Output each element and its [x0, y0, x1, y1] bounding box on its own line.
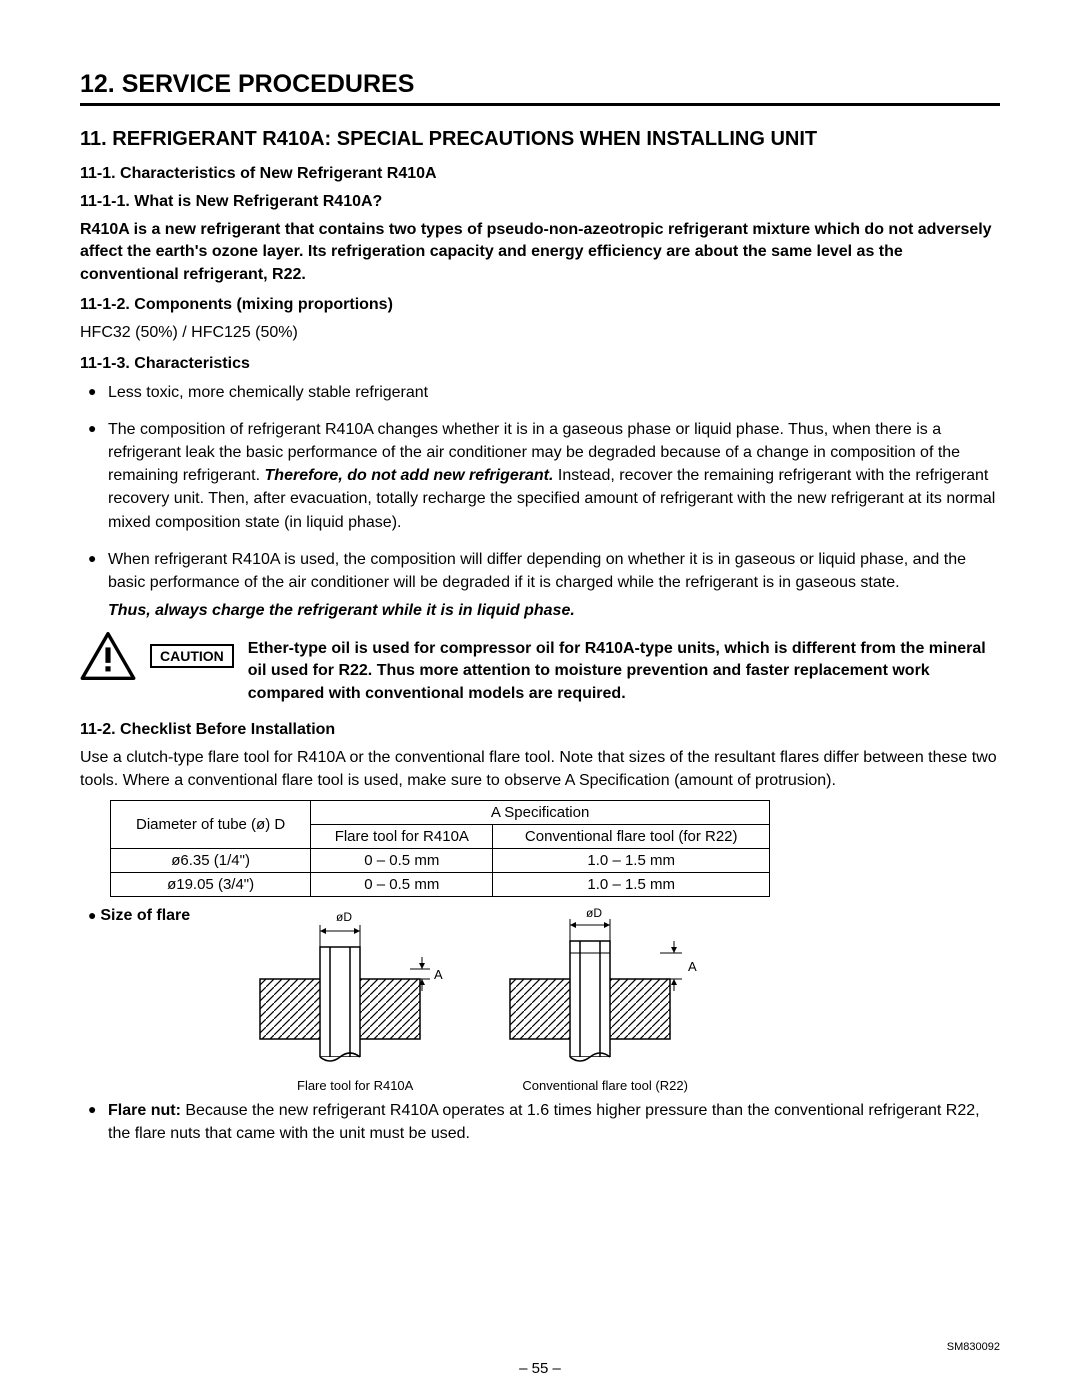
table-header-row-1: Diameter of tube (ø) D A Specification — [111, 801, 770, 825]
flare-diagram-conventional-svg: øD A — [500, 907, 710, 1067]
caution-text: Ether-type oil is used for compressor oi… — [248, 638, 1000, 705]
col-a-spec: A Specification — [311, 801, 770, 825]
flare-nut-label: Flare nut: — [108, 1102, 181, 1119]
col-conventional: Conventional flare tool (for R22) — [493, 825, 770, 849]
caution-triangle-icon — [80, 632, 136, 680]
chapter-title: 12. SERVICE PROCEDURES — [80, 70, 1000, 106]
label-od: øD — [336, 910, 352, 924]
bullet-2: The composition of refrigerant R410A cha… — [80, 418, 1000, 534]
diagram-conventional: øD A — [500, 907, 710, 1093]
table-row: ø6.35 (1/4") 0 – 0.5 mm 1.0 – 1.5 mm — [111, 849, 770, 873]
subsubsection-11-1-2: 11-1-2. Components (mixing proportions) — [80, 296, 1000, 314]
col-r410a: Flare tool for R410A — [311, 825, 493, 849]
table-row: ø19.05 (3/4") 0 – 0.5 mm 1.0 – 1.5 mm — [111, 873, 770, 897]
emphasis-line: Thus, always charge the refrigerant whil… — [108, 602, 1000, 620]
flare-nut-bullet-list: Flare nut: Because the new refrigerant R… — [80, 1099, 1000, 1145]
bullet-1: Less toxic, more chemically stable refri… — [80, 381, 1000, 404]
label-a-2: A — [688, 959, 697, 974]
section-title: 11. REFRIGERANT R410A: SPECIAL PRECAUTIO… — [80, 128, 1000, 151]
caution-label-box: CAUTION — [150, 644, 234, 668]
cell-d-0: ø6.35 (1/4") — [111, 849, 311, 873]
subsection-11-1: 11-1. Characteristics of New Refrigerant… — [80, 165, 1000, 183]
cell-a-0: 0 – 0.5 mm — [311, 849, 493, 873]
cell-a-1: 0 – 0.5 mm — [311, 873, 493, 897]
paragraph-what-is: R410A is a new refrigerant that contains… — [80, 219, 1000, 286]
flare-nut-bullet: Flare nut: Because the new refrigerant R… — [80, 1099, 1000, 1145]
diagram-caption-2: Conventional flare tool (R22) — [500, 1078, 710, 1093]
size-of-flare-row: Size of flare øD — [80, 907, 1000, 1093]
flare-nut-text: Because the new refrigerant R410A operat… — [108, 1102, 980, 1142]
caution-block: CAUTION Ether-type oil is used for compr… — [80, 632, 1000, 705]
characteristics-list: Less toxic, more chemically stable refri… — [80, 381, 1000, 595]
spec-table: Diameter of tube (ø) D A Specification F… — [110, 800, 770, 897]
components-text: HFC32 (50%) / HFC125 (50%) — [80, 322, 1000, 344]
bullet-3: When refrigerant R410A is used, the comp… — [80, 548, 1000, 594]
label-od-2: øD — [586, 907, 602, 920]
document-code: SM830092 — [947, 1341, 1000, 1353]
page: 12. SERVICE PROCEDURES 11. REFRIGERANT R… — [0, 0, 1080, 1397]
size-of-flare-label: Size of flare — [80, 907, 190, 925]
subsubsection-11-1-3: 11-1-3. Characteristics — [80, 355, 1000, 373]
subsubsection-11-1-1: 11-1-1. What is New Refrigerant R410A? — [80, 193, 1000, 211]
page-number: – 55 – — [0, 1360, 1080, 1377]
subsection-11-2: 11-2. Checklist Before Installation — [80, 721, 1000, 739]
cell-b-1: 1.0 – 1.5 mm — [493, 873, 770, 897]
diagram-caption-1: Flare tool for R410A — [250, 1078, 460, 1093]
cell-d-1: ø19.05 (3/4") — [111, 873, 311, 897]
bullet-2-bold: Therefore, do not add new refrigerant. — [265, 467, 554, 484]
checklist-paragraph: Use a clutch-type flare tool for R410A o… — [80, 747, 1000, 792]
cell-b-0: 1.0 – 1.5 mm — [493, 849, 770, 873]
label-a: A — [434, 967, 443, 982]
col-diameter: Diameter of tube (ø) D — [111, 801, 311, 849]
flare-diagram-r410a-svg: øD A — [250, 907, 460, 1067]
diagrams: øD A — [250, 907, 710, 1093]
diagram-r410a: øD A — [250, 907, 460, 1093]
